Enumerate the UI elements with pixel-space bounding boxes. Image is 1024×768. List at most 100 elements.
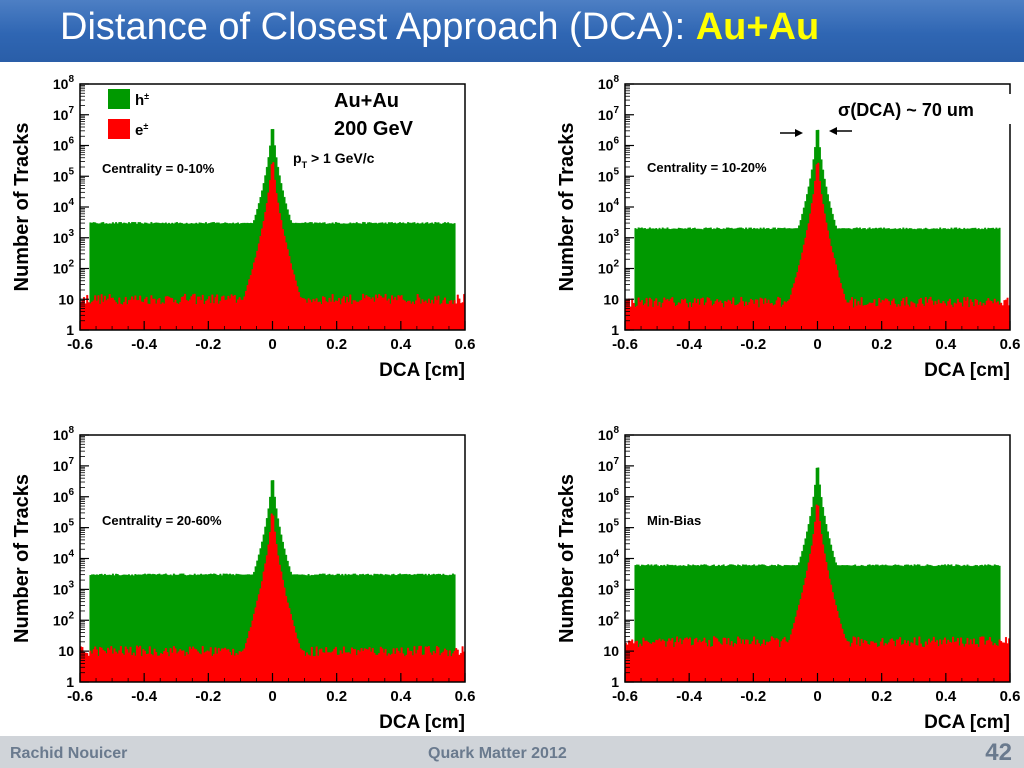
x-tick-label: 0.4 bbox=[935, 336, 957, 353]
x-tick-label: -0.6 bbox=[612, 336, 638, 353]
x-tick-label: 0 bbox=[813, 336, 821, 353]
title-accent: Au+Au bbox=[695, 6, 820, 48]
legend-swatch-hadrons bbox=[108, 89, 130, 109]
x-tick-label: 0.6 bbox=[455, 688, 476, 705]
x-tick-label: -0.6 bbox=[67, 336, 93, 353]
x-tick-label: -0.4 bbox=[131, 688, 158, 705]
y-tick-label: 102 bbox=[53, 610, 75, 628]
y-tick-label: 10 bbox=[58, 291, 74, 307]
footer-author: Rachid Nouicer bbox=[10, 745, 128, 762]
histogram-electrons bbox=[624, 162, 1011, 331]
x-tick-label: -0.2 bbox=[195, 336, 221, 353]
x-axis-title: DCA [cm] bbox=[379, 360, 465, 381]
y-axis-title: Number of Tracks bbox=[556, 474, 578, 643]
x-tick-label: -0.2 bbox=[740, 688, 766, 705]
y-tick-label: 1 bbox=[611, 322, 619, 338]
histogram-electrons bbox=[79, 162, 466, 331]
x-tick-label: -0.4 bbox=[676, 688, 703, 705]
y-tick-label: 1 bbox=[66, 674, 74, 690]
y-tick-label: 107 bbox=[598, 456, 620, 474]
x-axis-title: DCA [cm] bbox=[924, 360, 1010, 381]
y-tick-label: 106 bbox=[598, 136, 620, 154]
y-tick-label: 108 bbox=[598, 74, 620, 92]
pt-cut-label: pT > 1 GeV/c bbox=[293, 150, 375, 170]
panel-20-60: 1 10 102 103 104 105 106 107 108 -0.6 -0.4 -0.2 0 0.2… bbox=[11, 425, 475, 733]
x-tick-label: 0 bbox=[813, 688, 821, 705]
energy-label: 200 GeV bbox=[334, 118, 414, 140]
y-axis-title: Number of Tracks bbox=[11, 123, 33, 292]
y-tick-label: 102 bbox=[53, 259, 75, 277]
centrality-label: Centrality = 10-20% bbox=[647, 160, 767, 175]
footer: Rachid Nouicer Quark Matter 2012 42 bbox=[0, 736, 1024, 768]
y-tick-label: 106 bbox=[53, 487, 75, 505]
y-tick-label: 104 bbox=[598, 549, 620, 567]
legend-label-hadrons: h± bbox=[135, 91, 149, 109]
y-tick-label: 103 bbox=[598, 579, 620, 597]
y-tick-label: 10 bbox=[603, 643, 619, 659]
resolution-arrow-right bbox=[829, 127, 852, 135]
y-tick-label: 107 bbox=[53, 105, 75, 123]
y-tick-label: 1 bbox=[66, 322, 74, 338]
x-axis-title: DCA [cm] bbox=[379, 712, 465, 733]
y-tick-label: 106 bbox=[53, 136, 75, 154]
y-tick-label: 107 bbox=[598, 105, 620, 123]
resolution-arrow-left bbox=[780, 129, 803, 137]
y-tick-label: 105 bbox=[598, 518, 620, 536]
x-tick-label: 0.4 bbox=[390, 336, 412, 353]
panel-0-10: 1 10 102 103 104 105 106 107 108 -0.6 -0.4 -0.2 0 0.2… bbox=[11, 74, 475, 381]
x-tick-label: 0.4 bbox=[935, 688, 957, 705]
y-tick-label: 102 bbox=[598, 610, 620, 628]
title-bar: Distance of Closest Approach (DCA): Au+A… bbox=[0, 0, 1024, 62]
x-tick-label: 0.2 bbox=[326, 688, 347, 705]
page-number: 42 bbox=[985, 739, 1012, 766]
y-axis-title: Number of Tracks bbox=[556, 123, 578, 292]
x-tick-label: 0.6 bbox=[455, 336, 476, 353]
y-tick-label: 103 bbox=[53, 228, 75, 246]
slide-title: Distance of Closest Approach (DCA): Au+A… bbox=[60, 6, 819, 49]
y-tick-label: 107 bbox=[53, 456, 75, 474]
histogram-electrons bbox=[624, 504, 1011, 683]
centrality-label: Centrality = 20-60% bbox=[102, 513, 222, 528]
x-tick-label: 0 bbox=[268, 336, 276, 353]
x-tick-label: 0.6 bbox=[1000, 336, 1021, 353]
y-tick-label: 103 bbox=[598, 228, 620, 246]
y-axis-title: Number of Tracks bbox=[11, 474, 33, 643]
y-tick-label: 108 bbox=[53, 425, 75, 443]
y-tick-label: 108 bbox=[53, 74, 75, 92]
panel-min-bias: 1 10 102 103 104 105 106 107 108 -0.6 -0.4 -0.2 0 0.2… bbox=[556, 425, 1020, 733]
x-tick-label: -0.4 bbox=[131, 336, 158, 353]
y-tick-label: 104 bbox=[598, 197, 620, 215]
y-tick-label: 103 bbox=[53, 579, 75, 597]
footer-conference: Quark Matter 2012 bbox=[428, 745, 567, 762]
y-tick-label: 105 bbox=[53, 518, 75, 536]
y-tick-label: 105 bbox=[598, 166, 620, 184]
x-tick-label: -0.6 bbox=[612, 688, 638, 705]
resolution-label: σ(DCA) ~ 70 um bbox=[838, 100, 974, 120]
y-tick-label: 10 bbox=[603, 291, 619, 307]
centrality-label: Centrality = 0-10% bbox=[102, 161, 215, 176]
x-tick-label: -0.2 bbox=[740, 336, 766, 353]
x-axis-title: DCA [cm] bbox=[924, 712, 1010, 733]
x-tick-label: 0.2 bbox=[326, 336, 347, 353]
x-tick-label: 0.2 bbox=[871, 336, 892, 353]
x-tick-label: -0.2 bbox=[195, 688, 221, 705]
x-tick-label: 0.2 bbox=[871, 688, 892, 705]
y-tick-label: 104 bbox=[53, 549, 75, 567]
x-tick-label: 0 bbox=[268, 688, 276, 705]
x-tick-label: -0.6 bbox=[67, 688, 93, 705]
y-tick-label: 108 bbox=[598, 425, 620, 443]
x-tick-label: 0.6 bbox=[1000, 688, 1021, 705]
y-tick-label: 104 bbox=[53, 197, 75, 215]
y-tick-label: 102 bbox=[598, 259, 620, 277]
x-tick-label: -0.4 bbox=[676, 336, 703, 353]
title-main: Distance of Closest Approach (DCA): bbox=[60, 6, 696, 48]
x-tick-label: 0.4 bbox=[390, 688, 412, 705]
histogram-electrons bbox=[79, 513, 466, 683]
collision-system-label: Au+Au bbox=[334, 90, 399, 112]
legend: h± e± bbox=[108, 89, 149, 139]
centrality-label: Min-Bias bbox=[647, 513, 701, 528]
y-tick-label: 106 bbox=[598, 487, 620, 505]
y-tick-label: 105 bbox=[53, 166, 75, 184]
y-tick-label: 1 bbox=[611, 674, 619, 690]
